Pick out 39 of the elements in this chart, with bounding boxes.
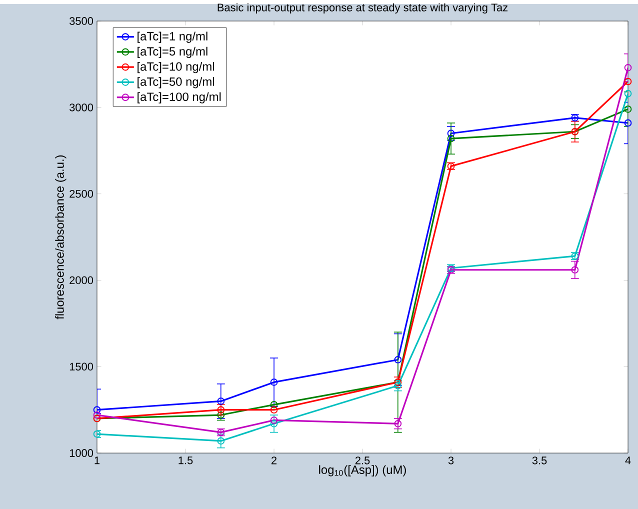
point <box>217 437 225 445</box>
point <box>447 130 455 138</box>
y-tick-label: 3000 <box>70 104 94 112</box>
x-tick-label: 3 <box>448 456 454 464</box>
legend-label: [aTc]=50 ng/ml <box>138 77 214 88</box>
point <box>270 378 278 386</box>
point <box>624 105 632 113</box>
point <box>217 398 225 405</box>
legend-label: [aTc]=100 ng/ml <box>138 92 221 104</box>
point <box>270 400 278 408</box>
chart-title: Basic input-output response at steady state with varying Taz <box>218 3 508 14</box>
y-tick-label: 2500 <box>70 190 94 198</box>
y-tick-label: 3500 <box>70 17 94 25</box>
legend-label: [aTc]=10 ng/ml <box>138 62 214 74</box>
y-tick-label: 2000 <box>70 276 94 284</box>
point <box>93 411 101 419</box>
y-tick-label: 1000 <box>70 449 94 457</box>
point <box>571 266 579 274</box>
x-tick-label: 2 <box>272 456 277 464</box>
x-tick-label: 1.5 <box>178 456 193 464</box>
y-tick-label: 1500 <box>70 362 94 371</box>
point <box>394 356 402 364</box>
point <box>270 406 278 414</box>
point <box>624 119 632 127</box>
x-tick-label: 2.5 <box>355 456 370 464</box>
point <box>624 90 632 98</box>
y-axis-title: fluorescence/absorbance (a.u.) <box>55 155 66 320</box>
legend-label: [aTc]=1 ng/ml <box>138 32 208 43</box>
legend-label: [aTc]=5 ng/ml <box>138 46 208 58</box>
x-axis-title: log$_{10}$([Asp]) (uM) <box>319 465 406 476</box>
point <box>624 64 632 72</box>
point <box>93 430 101 438</box>
point <box>270 420 278 428</box>
x-tick-label: 3.5 <box>532 456 547 464</box>
x-tick-label: 1 <box>94 456 100 464</box>
point <box>394 420 402 428</box>
point <box>624 78 632 86</box>
point <box>93 406 101 414</box>
x-tick-label: 4 <box>625 456 631 464</box>
